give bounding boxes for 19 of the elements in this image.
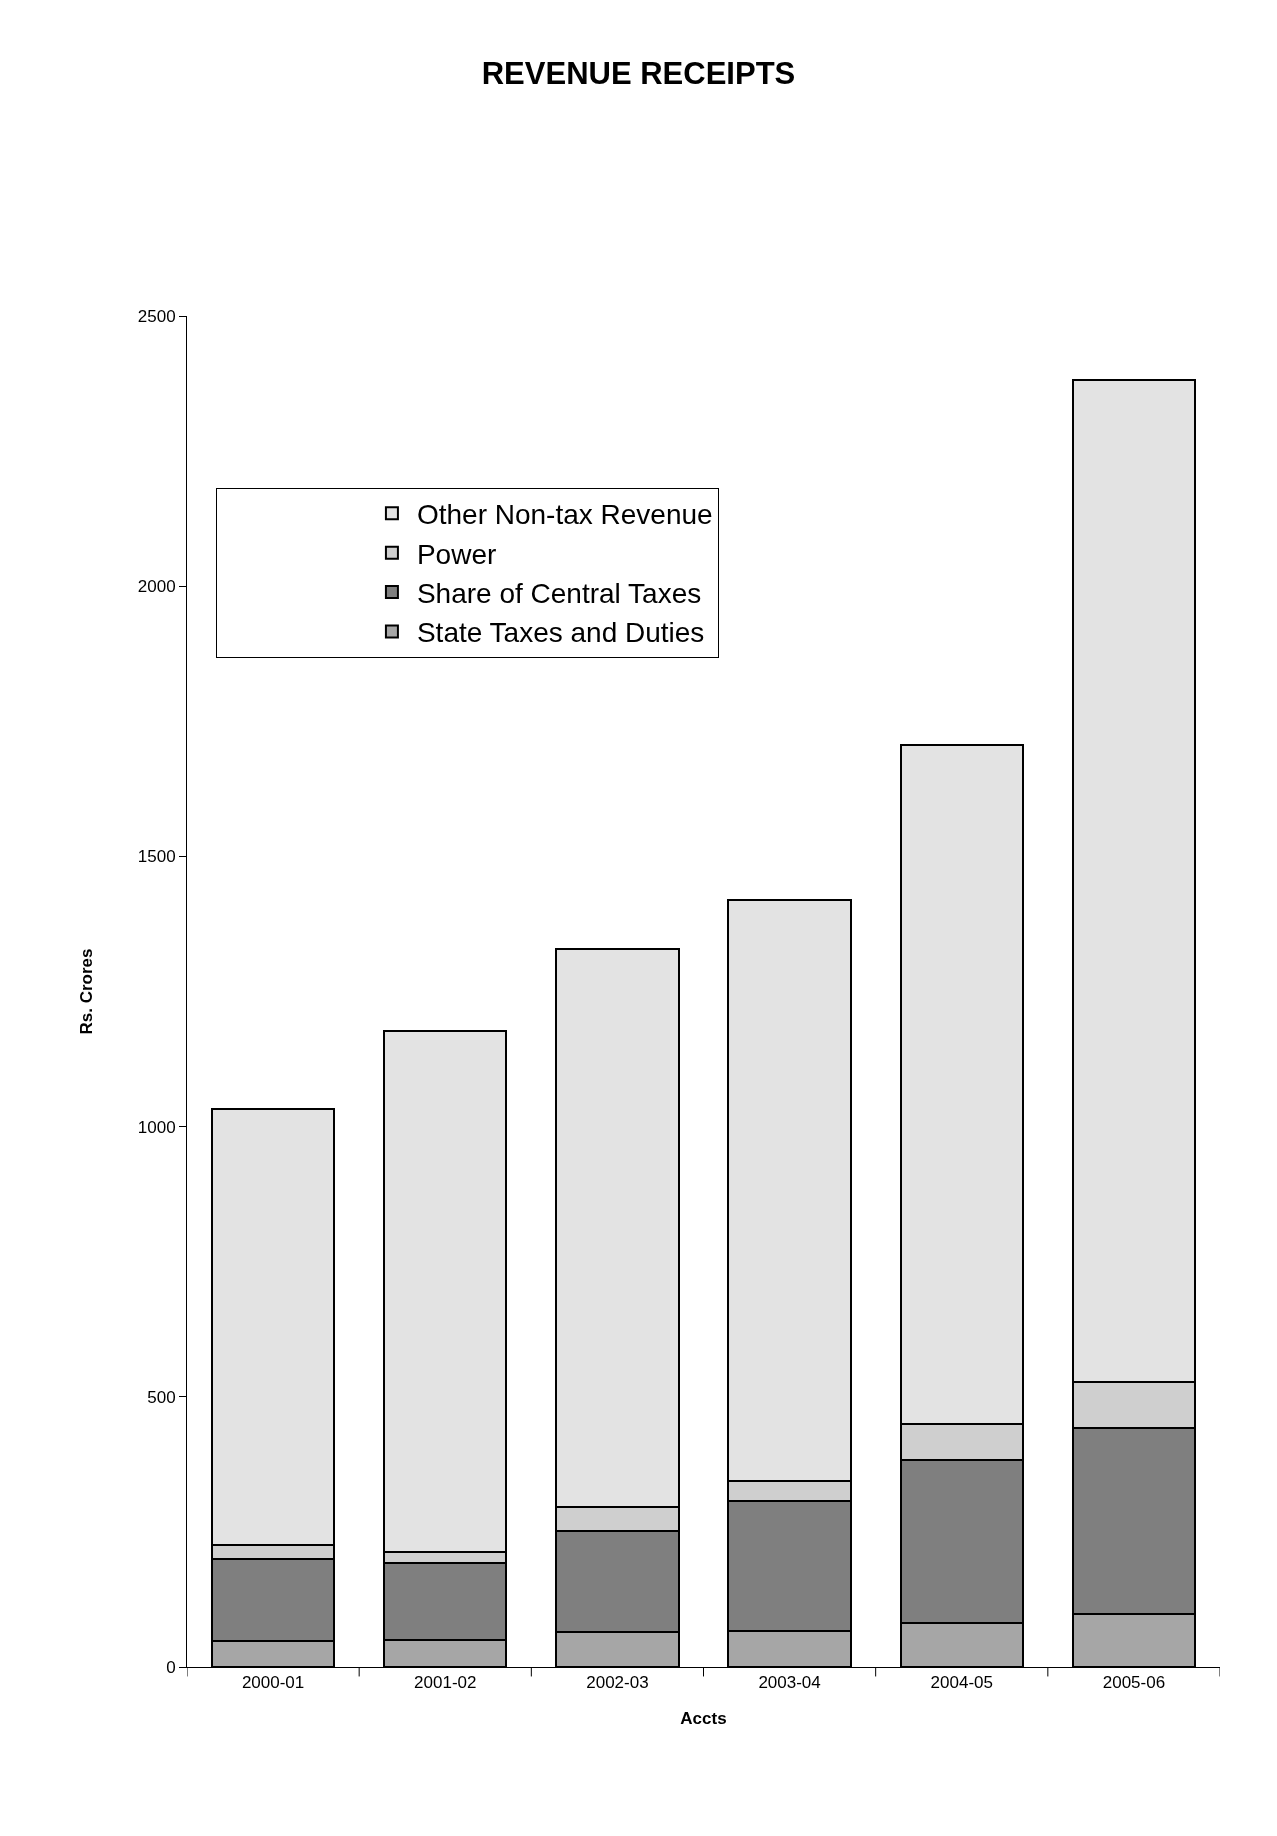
y-tick-label: 0 [166,1657,176,1677]
x-axis-title: Accts [680,1708,727,1728]
x-tick-label: 2002-03 [586,1673,649,1693]
x-tick-label: 2000-01 [241,1673,305,1693]
x-tick-label: 2004-05 [930,1673,993,1693]
legend-label: State Taxes and Duties [416,617,705,649]
y-axis-title: Rs. Crores [77,948,97,1035]
x-tick-label: 2003-04 [758,1673,821,1693]
legend-label: Share of Central Taxes [416,578,702,609]
chart-title: REVENUE RECEIPTS [481,55,796,91]
y-tick-label: 500 [147,1387,176,1407]
y-tick-label: 2500 [137,306,176,326]
legend-label: Power [416,538,497,570]
y-tick-label: 1500 [137,847,176,867]
x-tick-label: 2005-06 [1102,1673,1166,1693]
x-tick-label: 2001-02 [414,1673,477,1693]
y-tick-label: 1000 [137,1117,176,1137]
legend-label: Other Non-tax Revenue [416,499,713,531]
y-tick-label: 2000 [137,577,176,597]
